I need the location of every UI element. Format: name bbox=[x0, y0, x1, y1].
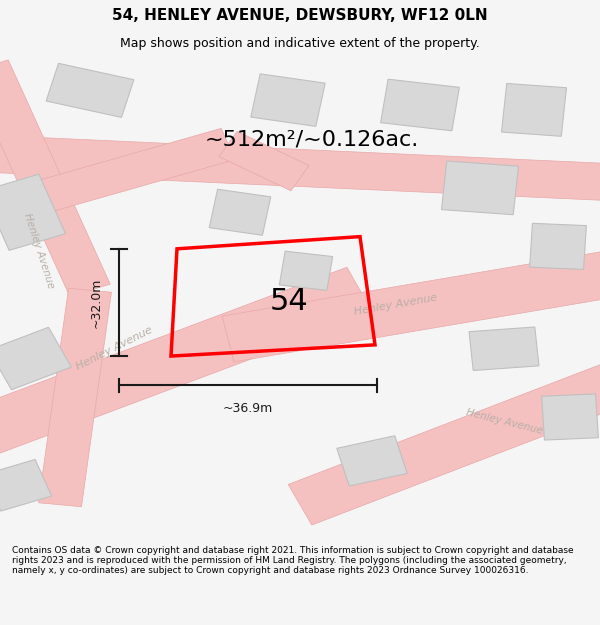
Text: 54: 54 bbox=[269, 287, 308, 316]
Text: Map shows position and indicative extent of the property.: Map shows position and indicative extent… bbox=[120, 38, 480, 51]
Text: Henley Avenue: Henley Avenue bbox=[74, 325, 154, 372]
Polygon shape bbox=[46, 63, 134, 118]
Polygon shape bbox=[222, 248, 600, 362]
Polygon shape bbox=[219, 131, 309, 191]
Polygon shape bbox=[337, 436, 407, 486]
Polygon shape bbox=[251, 74, 325, 126]
Polygon shape bbox=[280, 251, 332, 291]
Polygon shape bbox=[288, 357, 600, 525]
Polygon shape bbox=[380, 79, 460, 131]
Polygon shape bbox=[0, 174, 65, 251]
Text: Contains OS data © Crown copyright and database right 2021. This information is : Contains OS data © Crown copyright and d… bbox=[12, 546, 574, 576]
Polygon shape bbox=[38, 288, 112, 507]
Polygon shape bbox=[0, 135, 600, 201]
Text: ~36.9m: ~36.9m bbox=[223, 402, 273, 415]
Polygon shape bbox=[502, 84, 566, 136]
Text: 54, HENLEY AVENUE, DEWSBURY, WF12 0LN: 54, HENLEY AVENUE, DEWSBURY, WF12 0LN bbox=[112, 8, 488, 22]
Text: ~32.0m: ~32.0m bbox=[89, 278, 103, 328]
Polygon shape bbox=[209, 189, 271, 235]
Text: Henley Avenue: Henley Avenue bbox=[22, 213, 56, 290]
Text: Henley Avenue: Henley Avenue bbox=[464, 408, 544, 436]
Polygon shape bbox=[530, 223, 586, 269]
Text: Henley Avenue: Henley Avenue bbox=[353, 292, 439, 317]
Polygon shape bbox=[542, 394, 598, 440]
Text: ~512m²/~0.126ac.: ~512m²/~0.126ac. bbox=[205, 129, 419, 149]
Polygon shape bbox=[469, 327, 539, 371]
Polygon shape bbox=[0, 328, 71, 390]
Polygon shape bbox=[442, 161, 518, 215]
Polygon shape bbox=[0, 128, 235, 228]
Polygon shape bbox=[0, 60, 110, 296]
Polygon shape bbox=[0, 459, 52, 511]
Polygon shape bbox=[0, 268, 373, 459]
